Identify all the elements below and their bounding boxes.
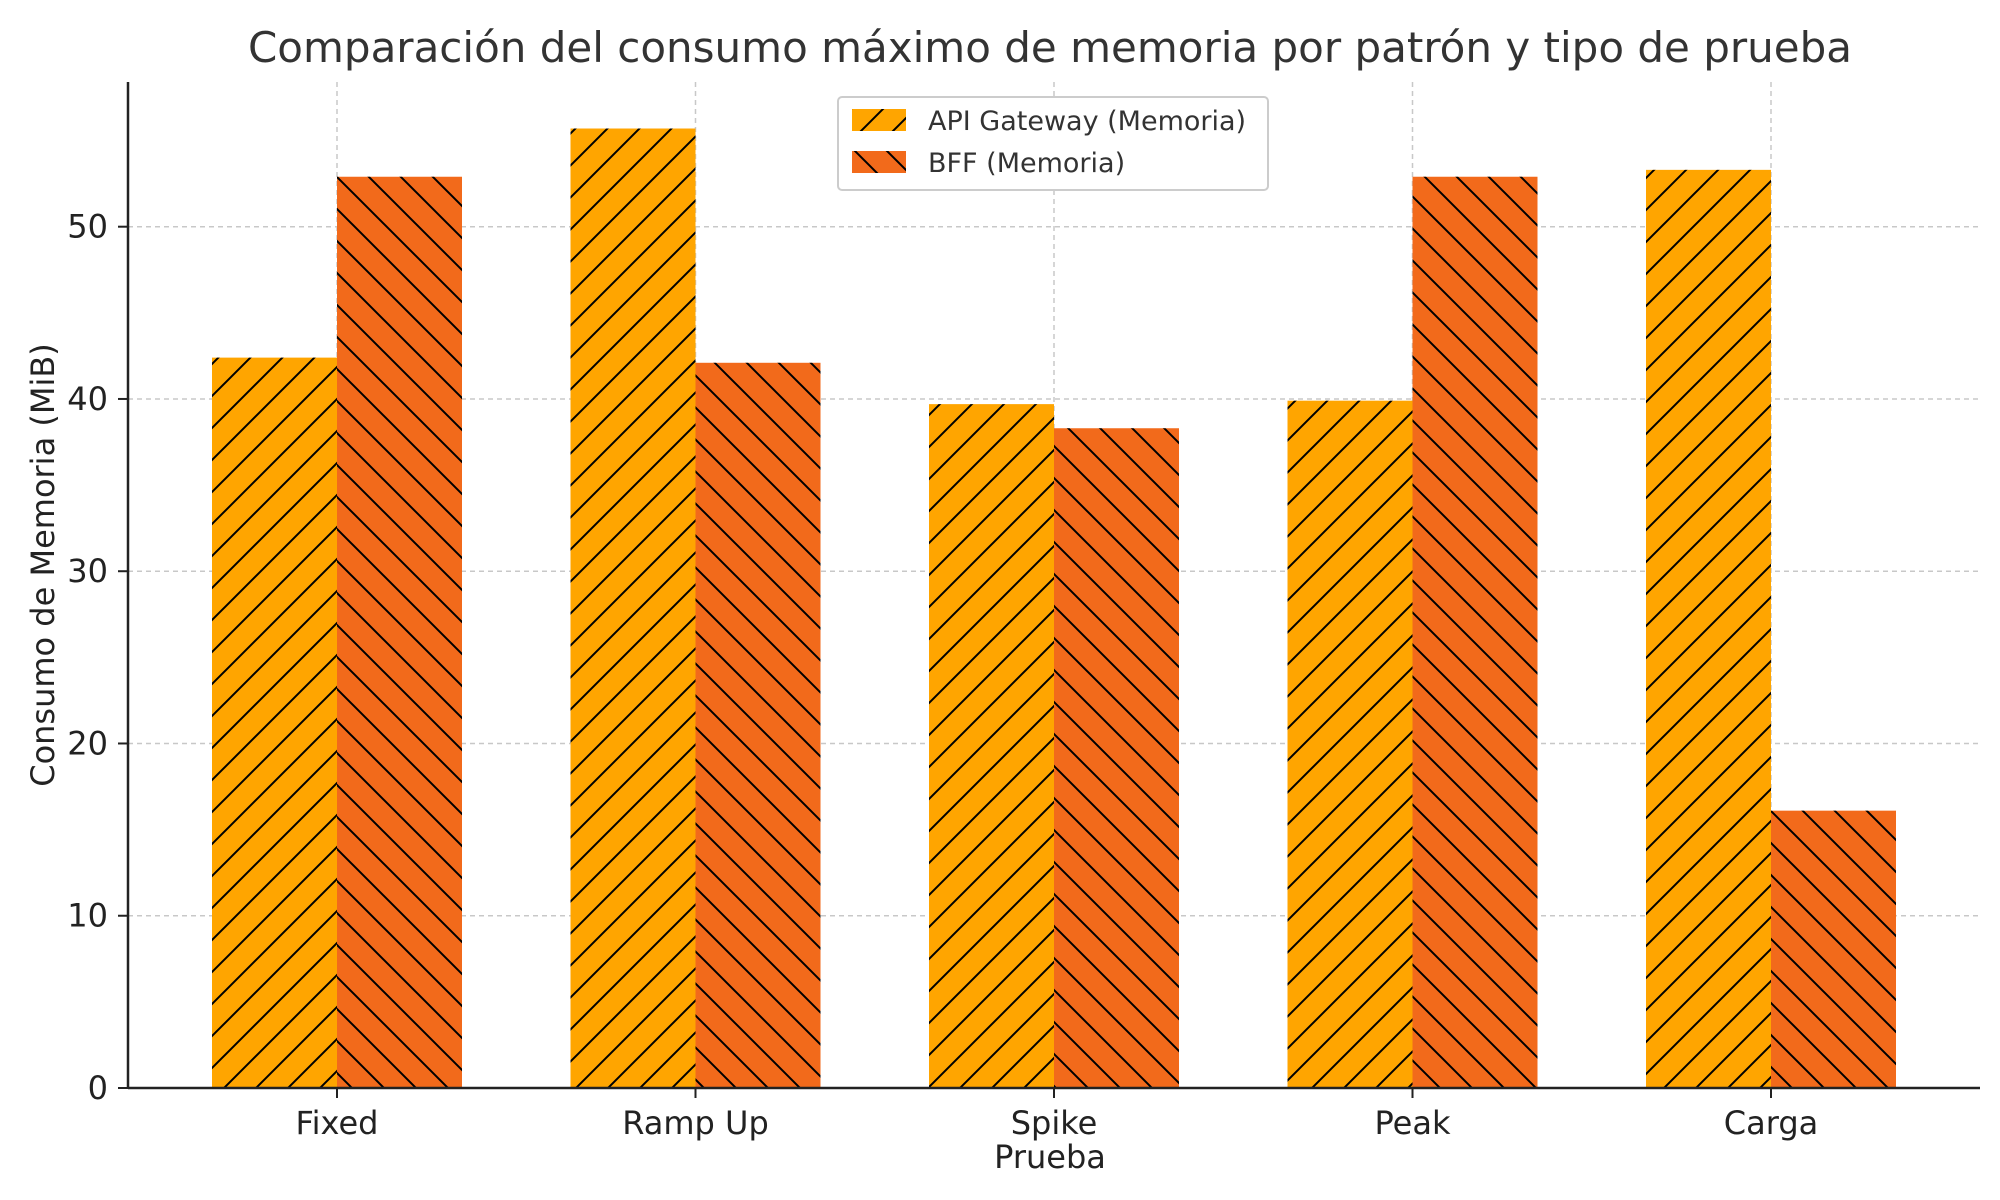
y-tick-label: 20 [67, 724, 108, 762]
y-tick-label: 30 [67, 552, 108, 590]
legend: API Gateway (Memoria) BFF (Memoria) [837, 96, 1269, 191]
x-axis-label: Prueba [994, 1138, 1106, 1176]
legend-label-api-gateway: API Gateway (Memoria) [928, 106, 1246, 137]
bar-hatch-bff-memoria [695, 362, 821, 1088]
y-axis-label: Consumo de Memoria (MiB) [24, 343, 62, 787]
chart-title: Comparación del consumo máximo de memori… [248, 23, 1852, 72]
bar-hatch-api-gateway-memoria [1646, 169, 1771, 1089]
bar-hatch-bff-memoria [337, 176, 462, 1088]
bar-hatch-api-gateway-memoria [929, 404, 1054, 1088]
x-tick-label: Fixed [296, 1104, 379, 1142]
y-tick-label: 40 [67, 380, 108, 418]
legend-swatch-api-gateway-hatch [852, 109, 906, 131]
bar-hatch-bff-memoria [1412, 176, 1538, 1088]
legend-box [837, 96, 1269, 191]
y-tick-label: 0 [88, 1069, 108, 1107]
legend-swatch-bff-hatch [852, 151, 906, 173]
legend-label-bff: BFF (Memoria) [928, 148, 1125, 179]
bar-hatch-api-gateway-memoria [1287, 400, 1413, 1088]
x-tick-label: Carga [1724, 1104, 1818, 1142]
bar-hatch-api-gateway-memoria [570, 128, 696, 1089]
x-tick-label: Ramp Up [622, 1104, 769, 1142]
bar-hatch-bff-memoria [1054, 428, 1179, 1088]
x-tick-label: Spike [1011, 1104, 1098, 1142]
x-tick-label: Peak [1375, 1104, 1451, 1142]
axes [118, 82, 1980, 1098]
y-tick-label: 10 [67, 897, 108, 935]
tick-labels: 0 10 20 30 40 50 Fixed Ramp Up Spike Peak Carga [67, 208, 1818, 1142]
y-tick-label: 50 [67, 208, 108, 246]
bar-hatch-bff-memoria [1771, 810, 1896, 1088]
bar-hatch-api-gateway-memoria [212, 357, 337, 1088]
bars [212, 128, 1896, 1089]
